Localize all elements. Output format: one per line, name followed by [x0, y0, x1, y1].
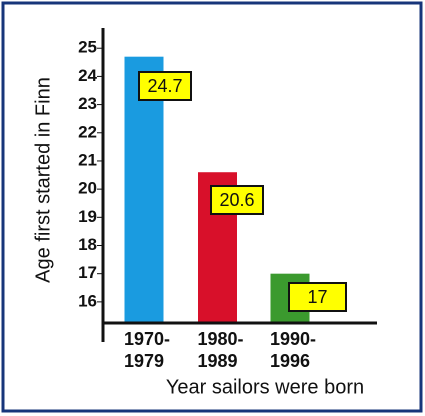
value-label: 17 — [307, 287, 327, 307]
y-tick-label: 17 — [78, 263, 97, 282]
value-label: 20.6 — [219, 190, 254, 210]
x-tick-label: 1990- — [270, 329, 316, 349]
y-tick-label: 22 — [78, 122, 97, 141]
value-label-box — [210, 185, 264, 215]
x-tick-label: 1979 — [124, 351, 164, 371]
y-tick-label: 23 — [78, 94, 97, 113]
value-label-box — [288, 282, 347, 312]
y-tick-label: 21 — [78, 150, 97, 169]
y-tick-label: 20 — [78, 179, 97, 198]
x-tick-label: 1989 — [197, 351, 237, 371]
value-label: 24.7 — [147, 76, 182, 96]
value-label-box — [138, 71, 192, 101]
x-axis-label: Year sailors were born — [166, 376, 364, 398]
y-tick-label: 18 — [78, 235, 97, 254]
y-tick-label: 24 — [78, 66, 97, 85]
x-tick-label: 1970- — [124, 329, 170, 349]
y-tick-label: 16 — [78, 291, 97, 310]
x-tick-label: 1980- — [197, 329, 243, 349]
y-tick-label: 25 — [78, 38, 97, 57]
x-tick-label: 1996 — [270, 351, 310, 371]
y-axis-label: Age first started in Finn — [32, 77, 54, 283]
y-tick-label: 19 — [78, 207, 97, 226]
